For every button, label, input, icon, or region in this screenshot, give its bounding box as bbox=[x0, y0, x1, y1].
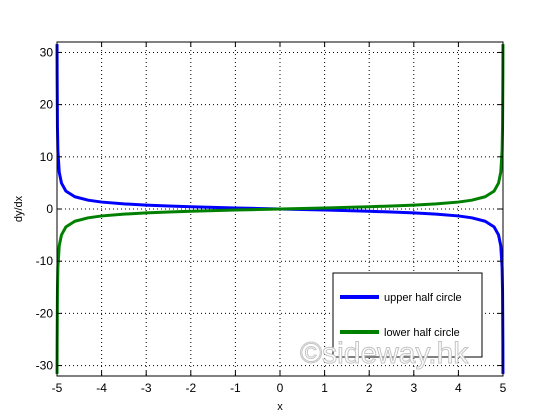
y-tick-label: -20 bbox=[36, 306, 54, 320]
watermark: ©sideway.hk bbox=[300, 337, 469, 370]
y-tick-label: -30 bbox=[36, 359, 54, 373]
series-layer bbox=[55, 44, 505, 374]
y-tick-label: 30 bbox=[40, 45, 54, 59]
x-tick-label: 4 bbox=[455, 381, 462, 395]
y-axis-label: dy/dx bbox=[13, 195, 25, 222]
y-tick-label: 20 bbox=[40, 98, 54, 112]
legend-box bbox=[332, 272, 483, 358]
legend: upper half circle lower half circle bbox=[332, 272, 483, 358]
x-tick-label: 3 bbox=[410, 381, 417, 395]
legend-label-lower: lower half circle bbox=[384, 327, 460, 339]
x-tick-label: -1 bbox=[230, 381, 241, 395]
series-line-lower-half-circle bbox=[55, 44, 505, 374]
x-tick-label: -5 bbox=[52, 381, 63, 395]
x-tick-label: 5 bbox=[500, 381, 507, 395]
x-tick-label: 0 bbox=[277, 381, 284, 395]
x-axis-label: x bbox=[277, 401, 283, 413]
y-tick-label: -10 bbox=[36, 254, 54, 268]
y-tick-label: 10 bbox=[40, 150, 54, 164]
x-tick-label: -3 bbox=[141, 381, 152, 395]
x-tick-label: -4 bbox=[96, 381, 107, 395]
y-tick-label: 0 bbox=[46, 202, 53, 216]
legend-label-upper: upper half circle bbox=[384, 292, 462, 304]
x-tick-label: -2 bbox=[185, 381, 196, 395]
x-tick-label: 2 bbox=[366, 381, 373, 395]
x-tick-label: 1 bbox=[321, 381, 328, 395]
